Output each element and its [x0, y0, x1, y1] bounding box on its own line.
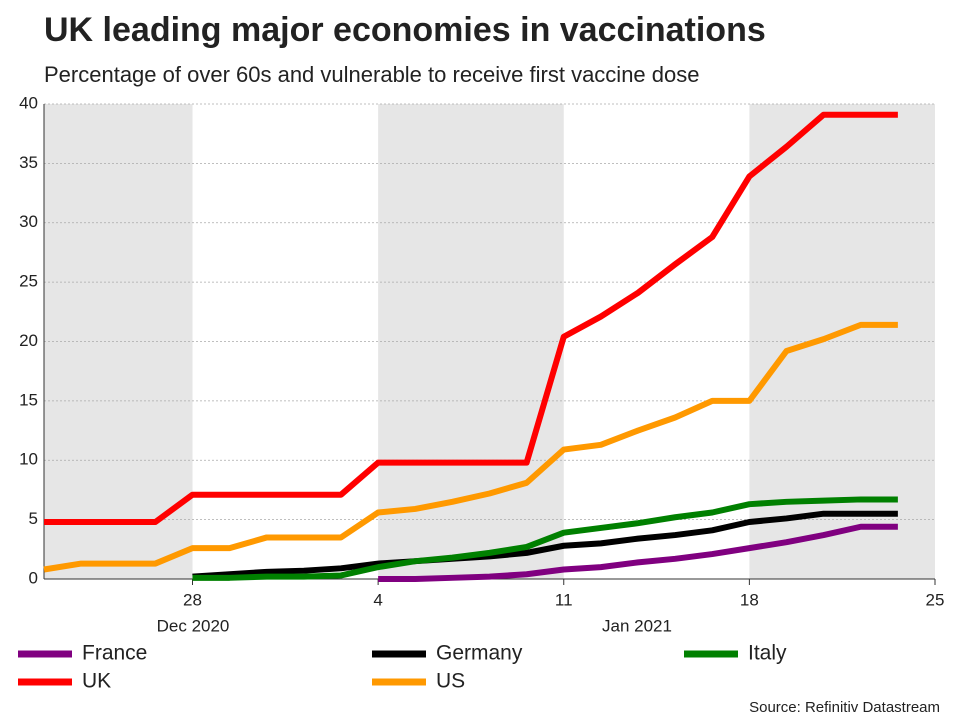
x-tick-label: 28	[183, 590, 202, 609]
legend-label: Germany	[436, 642, 523, 665]
x-tick-label: 18	[740, 590, 759, 609]
legend-label: France	[82, 642, 147, 665]
month-label: Jan 2021	[602, 616, 672, 635]
x-tick-label: 11	[555, 590, 573, 609]
series-line	[192, 510, 898, 580]
series-line	[378, 523, 898, 582]
y-tick-label: 15	[19, 390, 38, 409]
legend-label: Italy	[748, 642, 787, 665]
y-tick-label: 40	[19, 93, 38, 112]
y-tick-label: 20	[19, 331, 38, 350]
y-tick-label: 5	[29, 509, 38, 528]
legend-label: UK	[82, 670, 111, 693]
series-line	[43, 321, 898, 573]
month-label: Dec 2020	[157, 616, 230, 635]
source: Source: Refinitiv Datastream	[749, 699, 940, 716]
x-tick-label: 25	[926, 590, 945, 609]
chart-subtitle: Percentage of over 60s and vulnerable to…	[44, 62, 700, 87]
y-tick-label: 0	[29, 568, 38, 587]
y-tick-label: 10	[19, 450, 38, 469]
chart-title: UK leading major economies in vaccinatio…	[44, 11, 766, 49]
x-tick-label: 4	[373, 590, 382, 609]
y-tick-label: 25	[19, 272, 38, 291]
series-line	[192, 496, 898, 581]
series-line	[44, 111, 898, 525]
y-tick-label: 30	[19, 212, 38, 231]
y-tick-label: 35	[19, 153, 38, 172]
legend-label: US	[436, 670, 465, 693]
